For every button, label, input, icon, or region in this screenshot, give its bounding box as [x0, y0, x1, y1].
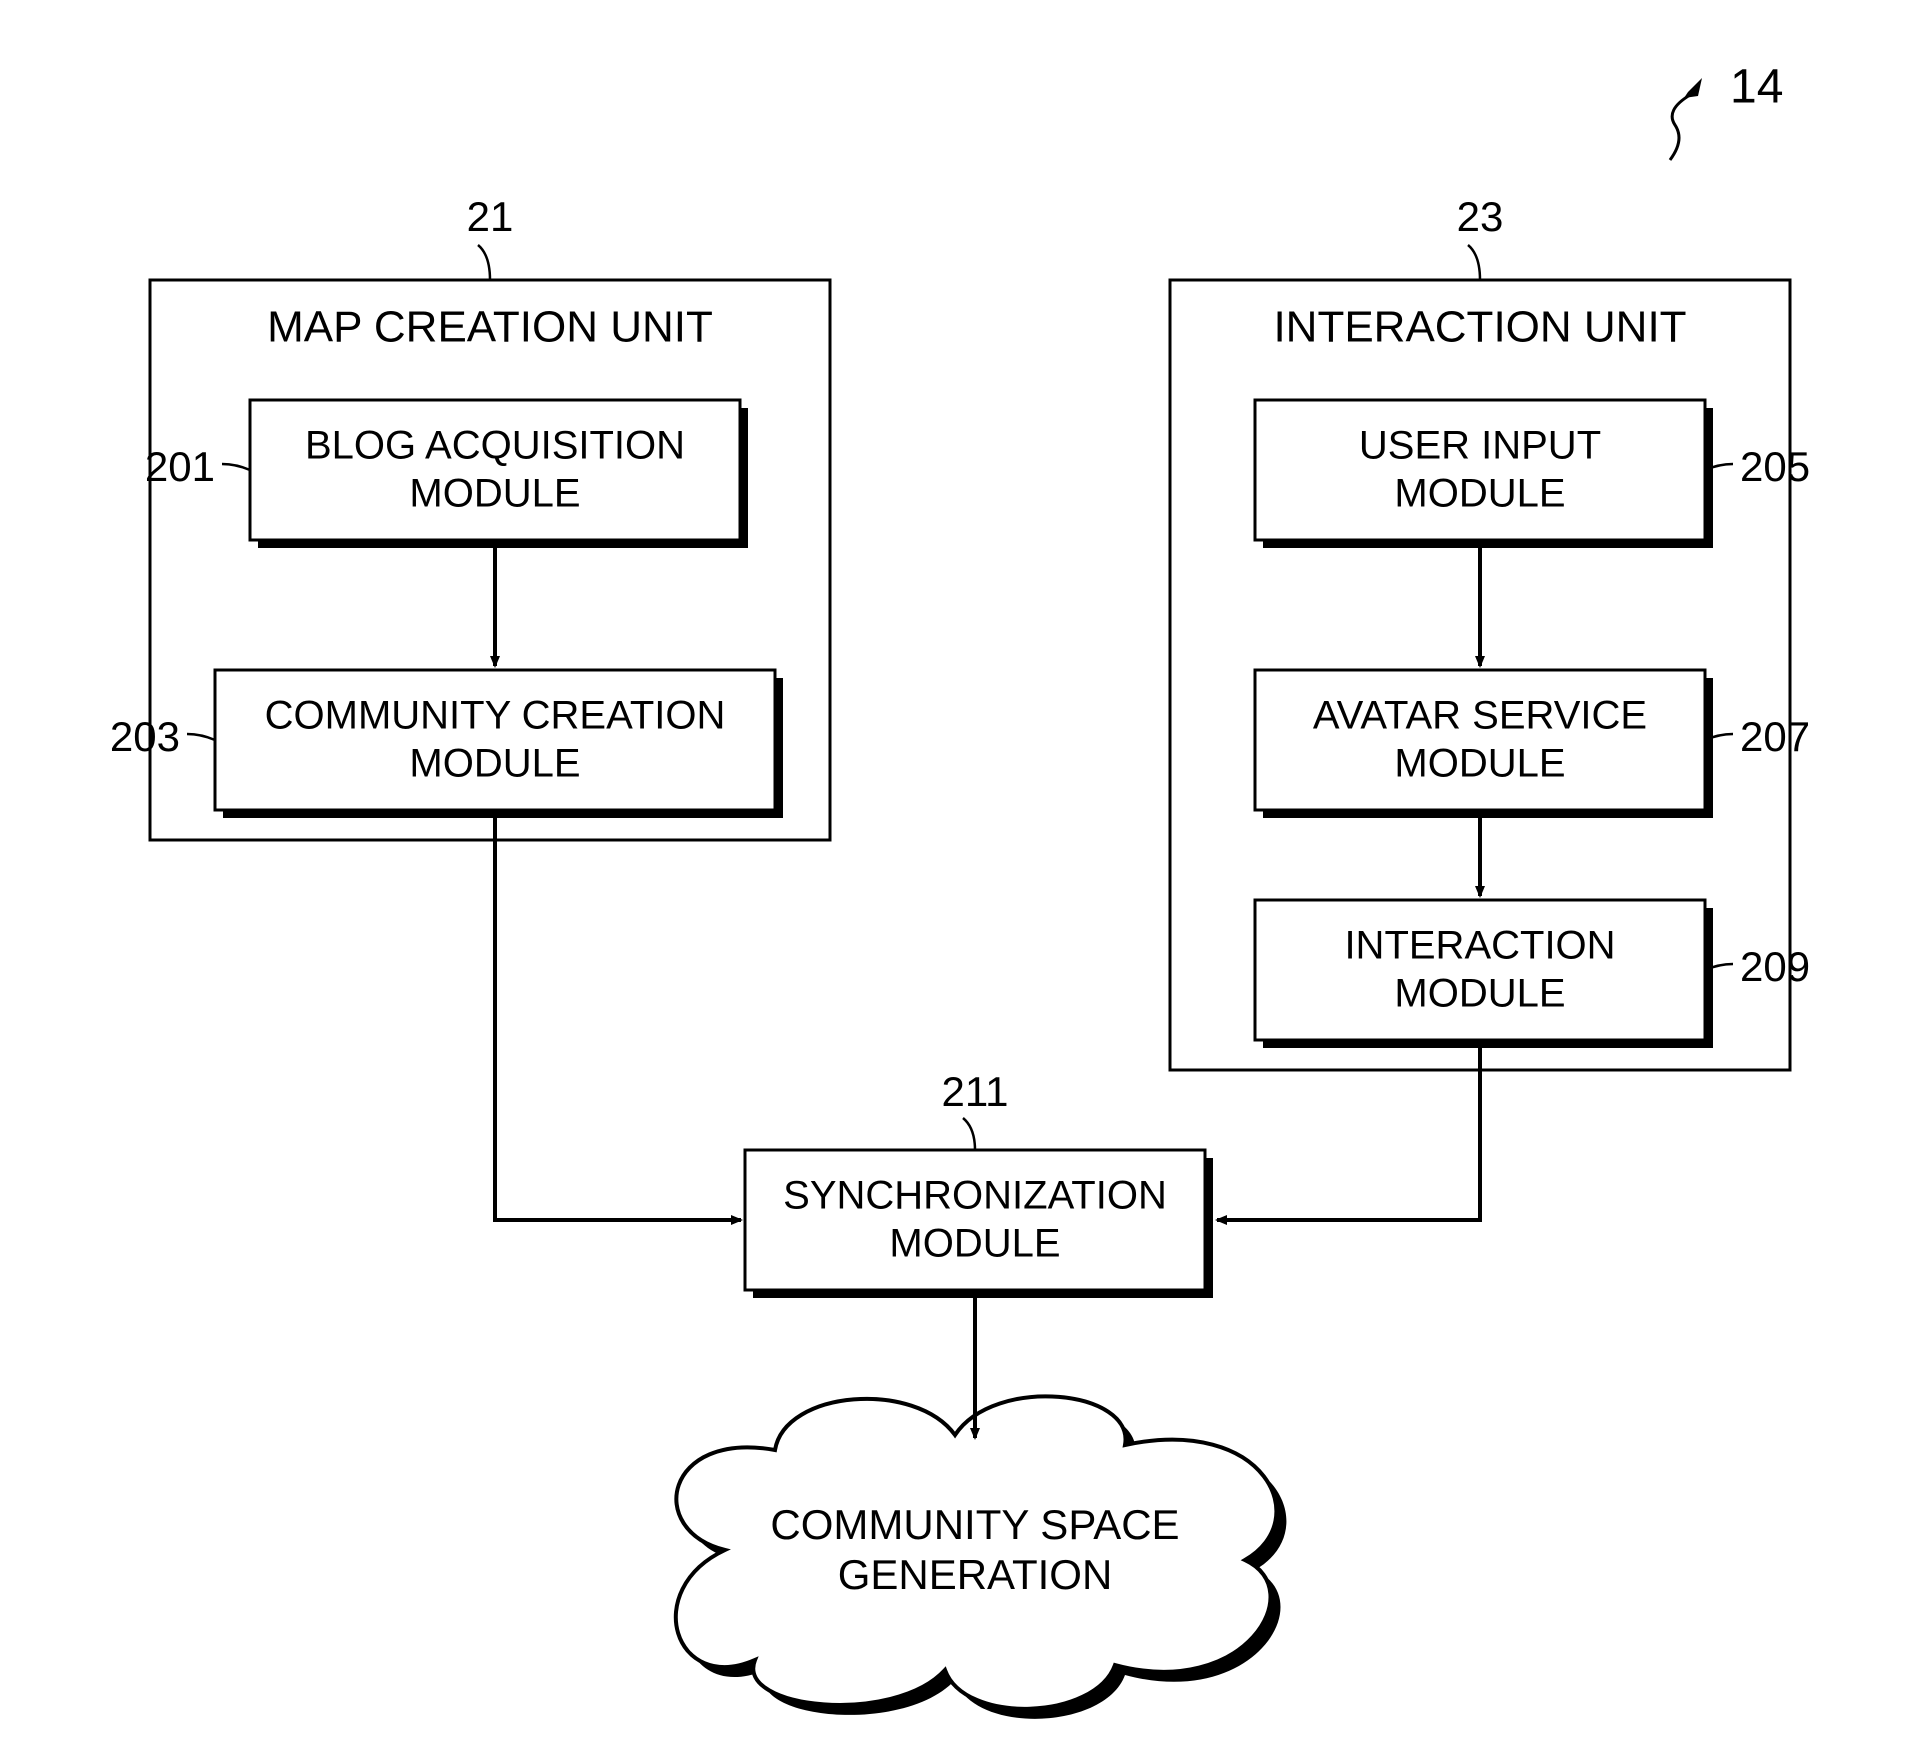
- map-creation-unit-ref: 21: [467, 193, 514, 240]
- svg-text:AVATAR SERVICE: AVATAR SERVICE: [1313, 694, 1647, 738]
- ref-b205: 205: [1740, 443, 1810, 490]
- ref-b211: 211: [942, 1068, 1009, 1115]
- svg-text:SYNCHRONIZATION: SYNCHRONIZATION: [783, 1174, 1167, 1218]
- svg-text:MODULE: MODULE: [889, 1222, 1060, 1266]
- svg-text:MODULE: MODULE: [409, 472, 580, 516]
- ref-b207: 207: [1740, 713, 1810, 760]
- ref-b201: 201: [145, 443, 215, 490]
- svg-text:INTERACTION: INTERACTION: [1344, 924, 1615, 968]
- svg-text:USER INPUT: USER INPUT: [1359, 424, 1601, 468]
- ref-b203: 203: [110, 713, 180, 760]
- svg-text:MODULE: MODULE: [1394, 472, 1565, 516]
- svg-text:MODULE: MODULE: [1394, 742, 1565, 786]
- figure-ref-label: 14: [1730, 61, 1783, 114]
- svg-text:MODULE: MODULE: [1394, 972, 1565, 1016]
- svg-text:COMMUNITY CREATION: COMMUNITY CREATION: [265, 694, 726, 738]
- svg-text:MODULE: MODULE: [409, 742, 580, 786]
- map-creation-unit-title: MAP CREATION UNIT: [267, 303, 713, 352]
- svg-text:BLOG ACQUISITION: BLOG ACQUISITION: [305, 424, 685, 468]
- interaction-unit-ref: 23: [1457, 193, 1504, 240]
- svg-text:COMMUNITY SPACE: COMMUNITY SPACE: [770, 1501, 1179, 1548]
- interaction-unit-title: INTERACTION UNIT: [1273, 303, 1686, 352]
- svg-text:GENERATION: GENERATION: [838, 1551, 1113, 1598]
- ref-b209: 209: [1740, 943, 1810, 990]
